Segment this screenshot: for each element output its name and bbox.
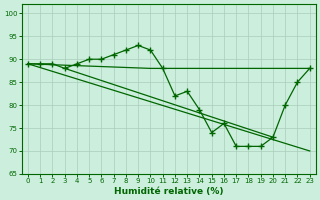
X-axis label: Humidité relative (%): Humidité relative (%)	[114, 187, 224, 196]
